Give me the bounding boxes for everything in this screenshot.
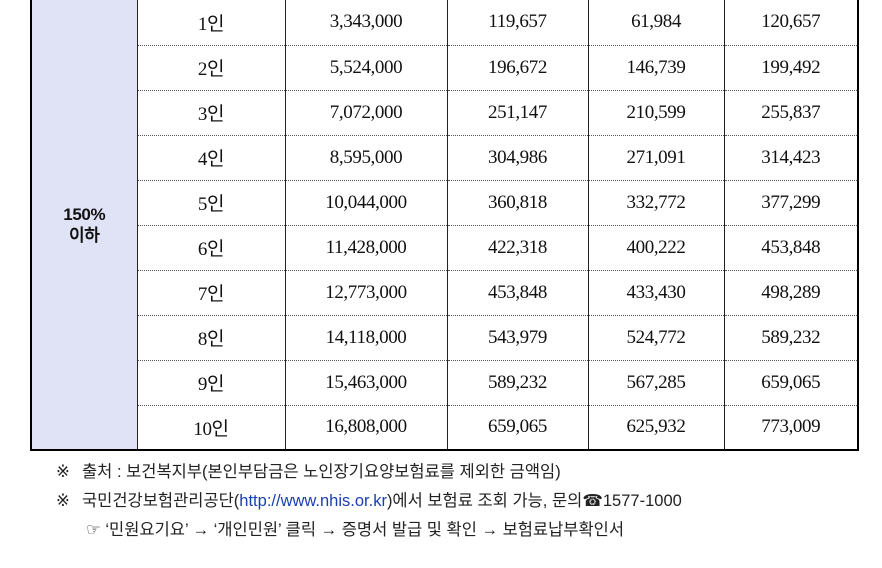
premium-cell-a: 196,672 [446, 44, 588, 90]
table-row: 4인 8,595,000 304,986 271,091 314,423 [31, 134, 858, 180]
nhis-prefix-text: 국민건강보험관리공단( [82, 492, 240, 510]
premium-cell-a: 304,986 [446, 134, 588, 180]
table-row: 3인 7,072,000 251,147 210,599 255,837 [31, 89, 858, 135]
household-size-cell: 3인 [136, 89, 285, 135]
table-row: 10인 16,808,000 659,065 625,932 773,009 [31, 404, 858, 450]
household-size-cell: 1인 [136, 0, 285, 45]
nhis-note: ※ 국민건강보험관리공단(http://www.nhis.or.kr)에서 보험료… [56, 487, 682, 516]
income-cell: 16,808,000 [284, 404, 447, 450]
household-size-cell: 5인 [136, 179, 285, 225]
group-label-line1: 150% [63, 204, 106, 224]
income-cell: 12,773,000 [284, 269, 447, 315]
premium-cell-c: 199,492 [723, 44, 858, 90]
premium-cell-b: 332,772 [587, 179, 724, 225]
income-cell: 10,044,000 [284, 179, 447, 225]
premium-cell-b: 61,984 [587, 0, 724, 45]
table-row: 8인 14,118,000 543,979 524,772 589,232 [31, 314, 858, 360]
household-size-cell: 4인 [136, 134, 285, 180]
household-size-cell: 8인 [136, 314, 285, 360]
premium-cell-c: 498,289 [723, 269, 858, 315]
table-row: 5인 10,044,000 360,818 332,772 377,299 [31, 179, 858, 225]
household-size-cell: 2인 [136, 44, 285, 90]
household-size-cell: 7인 [136, 269, 285, 315]
income-cell: 7,072,000 [284, 89, 447, 135]
income-cell: 3,343,000 [284, 0, 447, 45]
household-size-cell: 10인 [136, 404, 285, 450]
premium-cell-a: 453,848 [446, 269, 588, 315]
premium-cell-b: 524,772 [587, 314, 724, 360]
premium-cell-c: 314,423 [723, 134, 858, 180]
table-row: 7인 12,773,000 453,848 433,430 498,289 [31, 269, 858, 315]
premium-cell-c: 659,065 [723, 359, 858, 405]
group-label-line2: 이하 [69, 225, 100, 245]
premium-cell-c: 589,232 [723, 314, 858, 360]
path-text: ☞ ‘민원요기요’ → ‘개인민원’ 클릭 → 증명서 발급 및 확인 → 보험… [86, 521, 625, 539]
source-note: ※ 출처 : 보건복지부(본인부담금은 노인장기요양보험료를 제외한 금액임) [56, 458, 682, 487]
premium-cell-a: 589,232 [446, 359, 588, 405]
premium-cell-b: 433,430 [587, 269, 724, 315]
income-cell: 11,428,000 [284, 224, 447, 270]
nhis-link[interactable]: http://www.nhis.or.kr [239, 492, 387, 510]
premium-cell-c: 773,009 [723, 404, 858, 450]
household-size-cell: 9인 [136, 359, 285, 405]
income-cell: 14,118,000 [284, 314, 447, 360]
reference-mark: ※ [56, 463, 70, 481]
table-row: 2인 5,524,000 196,672 146,739 199,492 [31, 44, 858, 90]
path-note: ☞ ‘민원요기요’ → ‘개인민원’ 클릭 → 증명서 발급 및 확인 → 보험… [56, 516, 682, 545]
premium-table: 150% 이하 1인 3,343,000 119,657 61,984 120,657 2인 5… [30, 0, 859, 451]
premium-cell-b: 146,739 [587, 44, 724, 90]
premium-cell-b: 271,091 [587, 134, 724, 180]
source-text: 출처 : 보건복지부(본인부담금은 노인장기요양보험료를 제외한 금액임) [82, 463, 561, 481]
premium-cell-c: 120,657 [723, 0, 858, 45]
reference-mark: ※ [56, 492, 70, 510]
table-row: 150% 이하 1인 3,343,000 119,657 61,984 120,657 [31, 0, 858, 450]
nhis-suffix-text: )에서 보험료 조회 가능, 문의☎1577-1000 [386, 492, 682, 510]
premium-cell-b: 400,222 [587, 224, 724, 270]
premium-cell-c: 255,837 [723, 89, 858, 135]
table-body: 150% 이하 1인 3,343,000 119,657 61,984 120,657 2인 5… [31, 0, 858, 450]
premium-cell-b: 567,285 [587, 359, 724, 405]
table-row: 9인 15,463,000 589,232 567,285 659,065 [31, 359, 858, 405]
premium-cell-b: 625,932 [587, 404, 724, 450]
premium-cell-a: 543,979 [446, 314, 588, 360]
premium-cell-c: 453,848 [723, 224, 858, 270]
premium-cell-b: 210,599 [587, 89, 724, 135]
income-cell: 15,463,000 [284, 359, 447, 405]
income-cell: 5,524,000 [284, 44, 447, 90]
premium-cell-c: 377,299 [723, 179, 858, 225]
premium-cell-a: 422,318 [446, 224, 588, 270]
income-group-cell: 150% 이하 [31, 0, 137, 450]
premium-cell-a: 659,065 [446, 404, 588, 450]
household-size-cell: 6인 [136, 224, 285, 270]
income-cell: 8,595,000 [284, 134, 447, 180]
premium-cell-a: 119,657 [446, 0, 588, 45]
table-row: 6인 11,428,000 422,318 400,222 453,848 [31, 224, 858, 270]
footnotes: ※ 출처 : 보건복지부(본인부담금은 노인장기요양보험료를 제외한 금액임) ※… [56, 458, 682, 545]
premium-cell-a: 251,147 [446, 89, 588, 135]
premium-cell-a: 360,818 [446, 179, 588, 225]
